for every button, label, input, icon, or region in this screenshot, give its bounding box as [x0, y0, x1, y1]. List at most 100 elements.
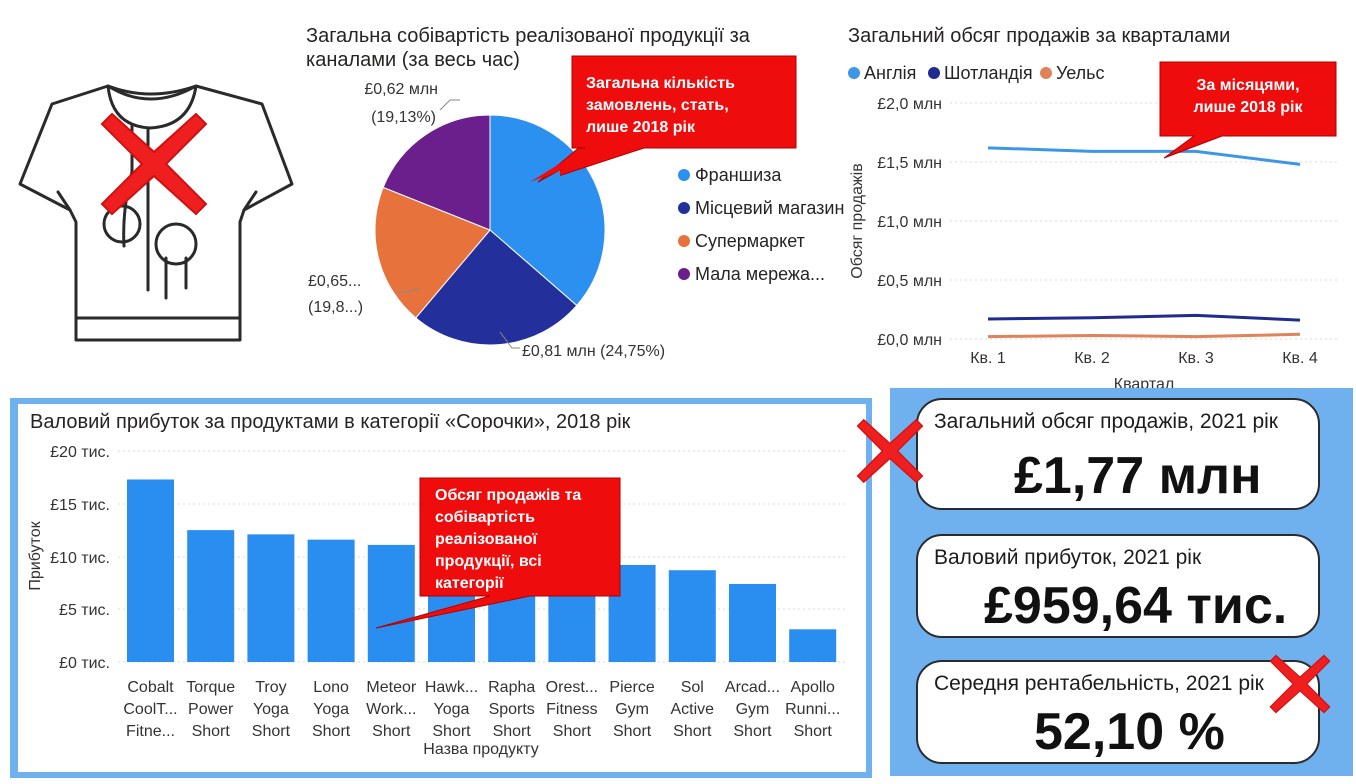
red-x-icon: [855, 416, 925, 486]
bar-chart-title: Валовий прибуток за продуктами в категор…: [30, 411, 631, 433]
line-xtick-q1: Кв. 1: [970, 350, 1006, 367]
bar-xtick-7-line1: Rapha: [488, 679, 535, 696]
kpi-margin-value: 52,10 %: [1034, 703, 1225, 761]
bar-xtick-2-line2: Power: [188, 701, 234, 718]
line-callout-line1: За місяцями,: [1196, 77, 1299, 94]
line-ytick-0.5: £0,5 млн: [877, 273, 942, 290]
bar-callout: Обсяг продажів та собівартість реалізова…: [375, 477, 621, 629]
legend-swatch-wales: [1040, 67, 1052, 79]
bar-xtick-10-line2: Active: [671, 701, 715, 718]
pie-callout-line1: Загальна кількість: [586, 75, 735, 92]
legend-local-store: Місцевий магазин: [695, 198, 844, 218]
bar-xtick-9-line3: Short: [613, 723, 652, 740]
bar-xtick-8-line2: Fitness: [546, 701, 598, 718]
line-ytick-0.0: £0,0 млн: [877, 332, 942, 349]
kpi-sales-value: £1,77 млн: [1014, 447, 1262, 505]
bar-callout-line5: категорії: [435, 575, 504, 592]
bar-callout-line4: продукції, всі: [435, 553, 542, 570]
bar-11: [729, 583, 776, 662]
bar-xtick-11-line1: Arcad...: [725, 679, 780, 696]
bar-ytick-20: £20 тис.: [50, 444, 110, 461]
line-callout-line2: лише 2018 рік: [1194, 99, 1304, 116]
line-xtick-q2: Кв. 2: [1074, 350, 1110, 367]
line-ytick-2.0: £2,0 млн: [877, 96, 942, 113]
kpi-sales-label: Загальний обсяг продажів, 2021 рік: [934, 410, 1278, 433]
legend-wales: Уельс: [1056, 63, 1105, 83]
bar-callout-line1: Обсяг продажів та: [435, 487, 581, 504]
kpi-card-margin: Середня рентабельність, 2021 рік 52,10 %: [916, 660, 1320, 764]
kpi-profit-value: £959,64 тис.: [984, 577, 1288, 635]
line-chart-title: Загальний обсяг продажів за кварталами: [848, 25, 1231, 47]
pie-slice-4: [382, 114, 491, 231]
bar-12: [789, 629, 837, 662]
bar-xtick-5-line1: Meteor: [366, 679, 416, 696]
bar-xtick-7-line3: Short: [493, 723, 532, 740]
pie-callout-line2: замовлень, стать,: [586, 97, 729, 114]
kpi-card-profit: Валовий прибуток, 2021 рік £959,64 тис.: [916, 534, 1320, 638]
kpi-profit-label: Валовий прибуток, 2021 рік: [934, 546, 1202, 569]
pie-leader-bottom: [499, 331, 520, 349]
bar-xtick-11-line2: Gym: [736, 701, 770, 718]
pie-callout-pointer: [530, 144, 620, 182]
bar-4: [307, 539, 355, 662]
line-gridlines: [950, 102, 1340, 340]
bar-xtick-12-line1: Apollo: [790, 679, 835, 696]
bar-ytick-15: £15 тис.: [50, 497, 110, 514]
bar-chart: £20 тис. £15 тис. £10 тис. £5 тис. £0 ти…: [27, 444, 848, 758]
bar-xtick-11-line3: Short: [733, 723, 772, 740]
bar-xtick-7-line2: Sports: [489, 701, 535, 718]
bar-xtick-5-line2: Work...: [366, 701, 416, 718]
pie-legend: Франшиза Місцевий магазин Супермаркет Ма…: [678, 165, 844, 284]
bar-xtick-8-line3: Short: [553, 723, 592, 740]
legend-swatch-supermarket: [678, 235, 690, 247]
bar-xticks: Cobalt CoolT... Fitne... Torque Power Short Tr…: [123, 679, 840, 740]
pie-leader-top: [439, 99, 460, 111]
bar-xtick-9-line2: Gym: [615, 701, 649, 718]
line-ylabel: Обсяг продажів: [849, 163, 866, 278]
legend-swatch-scotland: [928, 67, 940, 79]
bar-rects: [127, 479, 837, 662]
bar-xtick-1-line2: CoolT...: [123, 701, 177, 718]
bar-xtick-8-line1: Orest...: [546, 679, 598, 696]
legend-small-chain: Мала мережа...: [695, 264, 825, 284]
line-ytick-1.5: £1,5 млн: [877, 155, 942, 172]
bar-xtick-12-line3: Short: [794, 723, 833, 740]
line-ytick-1.0: £1,0 млн: [877, 214, 942, 231]
pie-label-left-value: £0,65...: [308, 273, 361, 290]
bar-ylabel: Прибуток: [27, 520, 44, 590]
line-series: [987, 146, 1301, 339]
legend-england: Англія: [864, 63, 916, 83]
pie-slices: [374, 114, 606, 346]
red-x-icon: [98, 108, 210, 220]
red-x-icon: [1268, 652, 1332, 716]
pie-leader-left: [398, 287, 421, 293]
bar-xtick-3-line1: Troy: [255, 679, 286, 696]
bar-xtick-4-line3: Short: [312, 723, 351, 740]
pie-slice-3: [374, 186, 491, 319]
kpi-margin-label: Середня рентабельність, 2021 рік: [934, 672, 1264, 695]
legend-franchise: Франшиза: [695, 165, 782, 185]
bar-2: [187, 530, 235, 662]
pie-label-top-pct: (19,13%): [371, 109, 436, 126]
bar-xtick-6-line1: Hawk...: [425, 679, 478, 696]
bar-xtick-5-line3: Short: [372, 723, 411, 740]
bar-10: [668, 570, 716, 662]
pie-title-line2: каналами (за весь час): [306, 49, 520, 71]
pie-slice-2: [415, 229, 578, 346]
legend-scotland: Шотландія: [944, 63, 1033, 83]
line-xtick-q4: Кв. 4: [1282, 350, 1318, 367]
bar-xtick-10-line3: Short: [673, 723, 712, 740]
legend-swatch-england: [848, 67, 860, 79]
line-xtick-q3: Кв. 3: [1178, 350, 1214, 367]
bar-5: [367, 544, 415, 662]
line-callout: За місяцями, лише 2018 рік: [1159, 61, 1337, 159]
legend-swatch-small-chain: [678, 268, 690, 280]
legend-swatch-local-store: [678, 202, 690, 214]
bar-ytick-5: £5 тис.: [59, 602, 110, 619]
bar-xtick-1-line1: Cobalt: [127, 679, 174, 696]
bar-ytick-0: £0 тис.: [59, 655, 110, 672]
bar-xtick-4-line2: Yoga: [313, 701, 349, 718]
pie-chart-title: Загальна собівартість реалізованої проду…: [306, 24, 796, 72]
bar-xtick-9-line1: Pierce: [609, 679, 654, 696]
pie-callout-line3: лише 2018 рік: [586, 119, 696, 136]
